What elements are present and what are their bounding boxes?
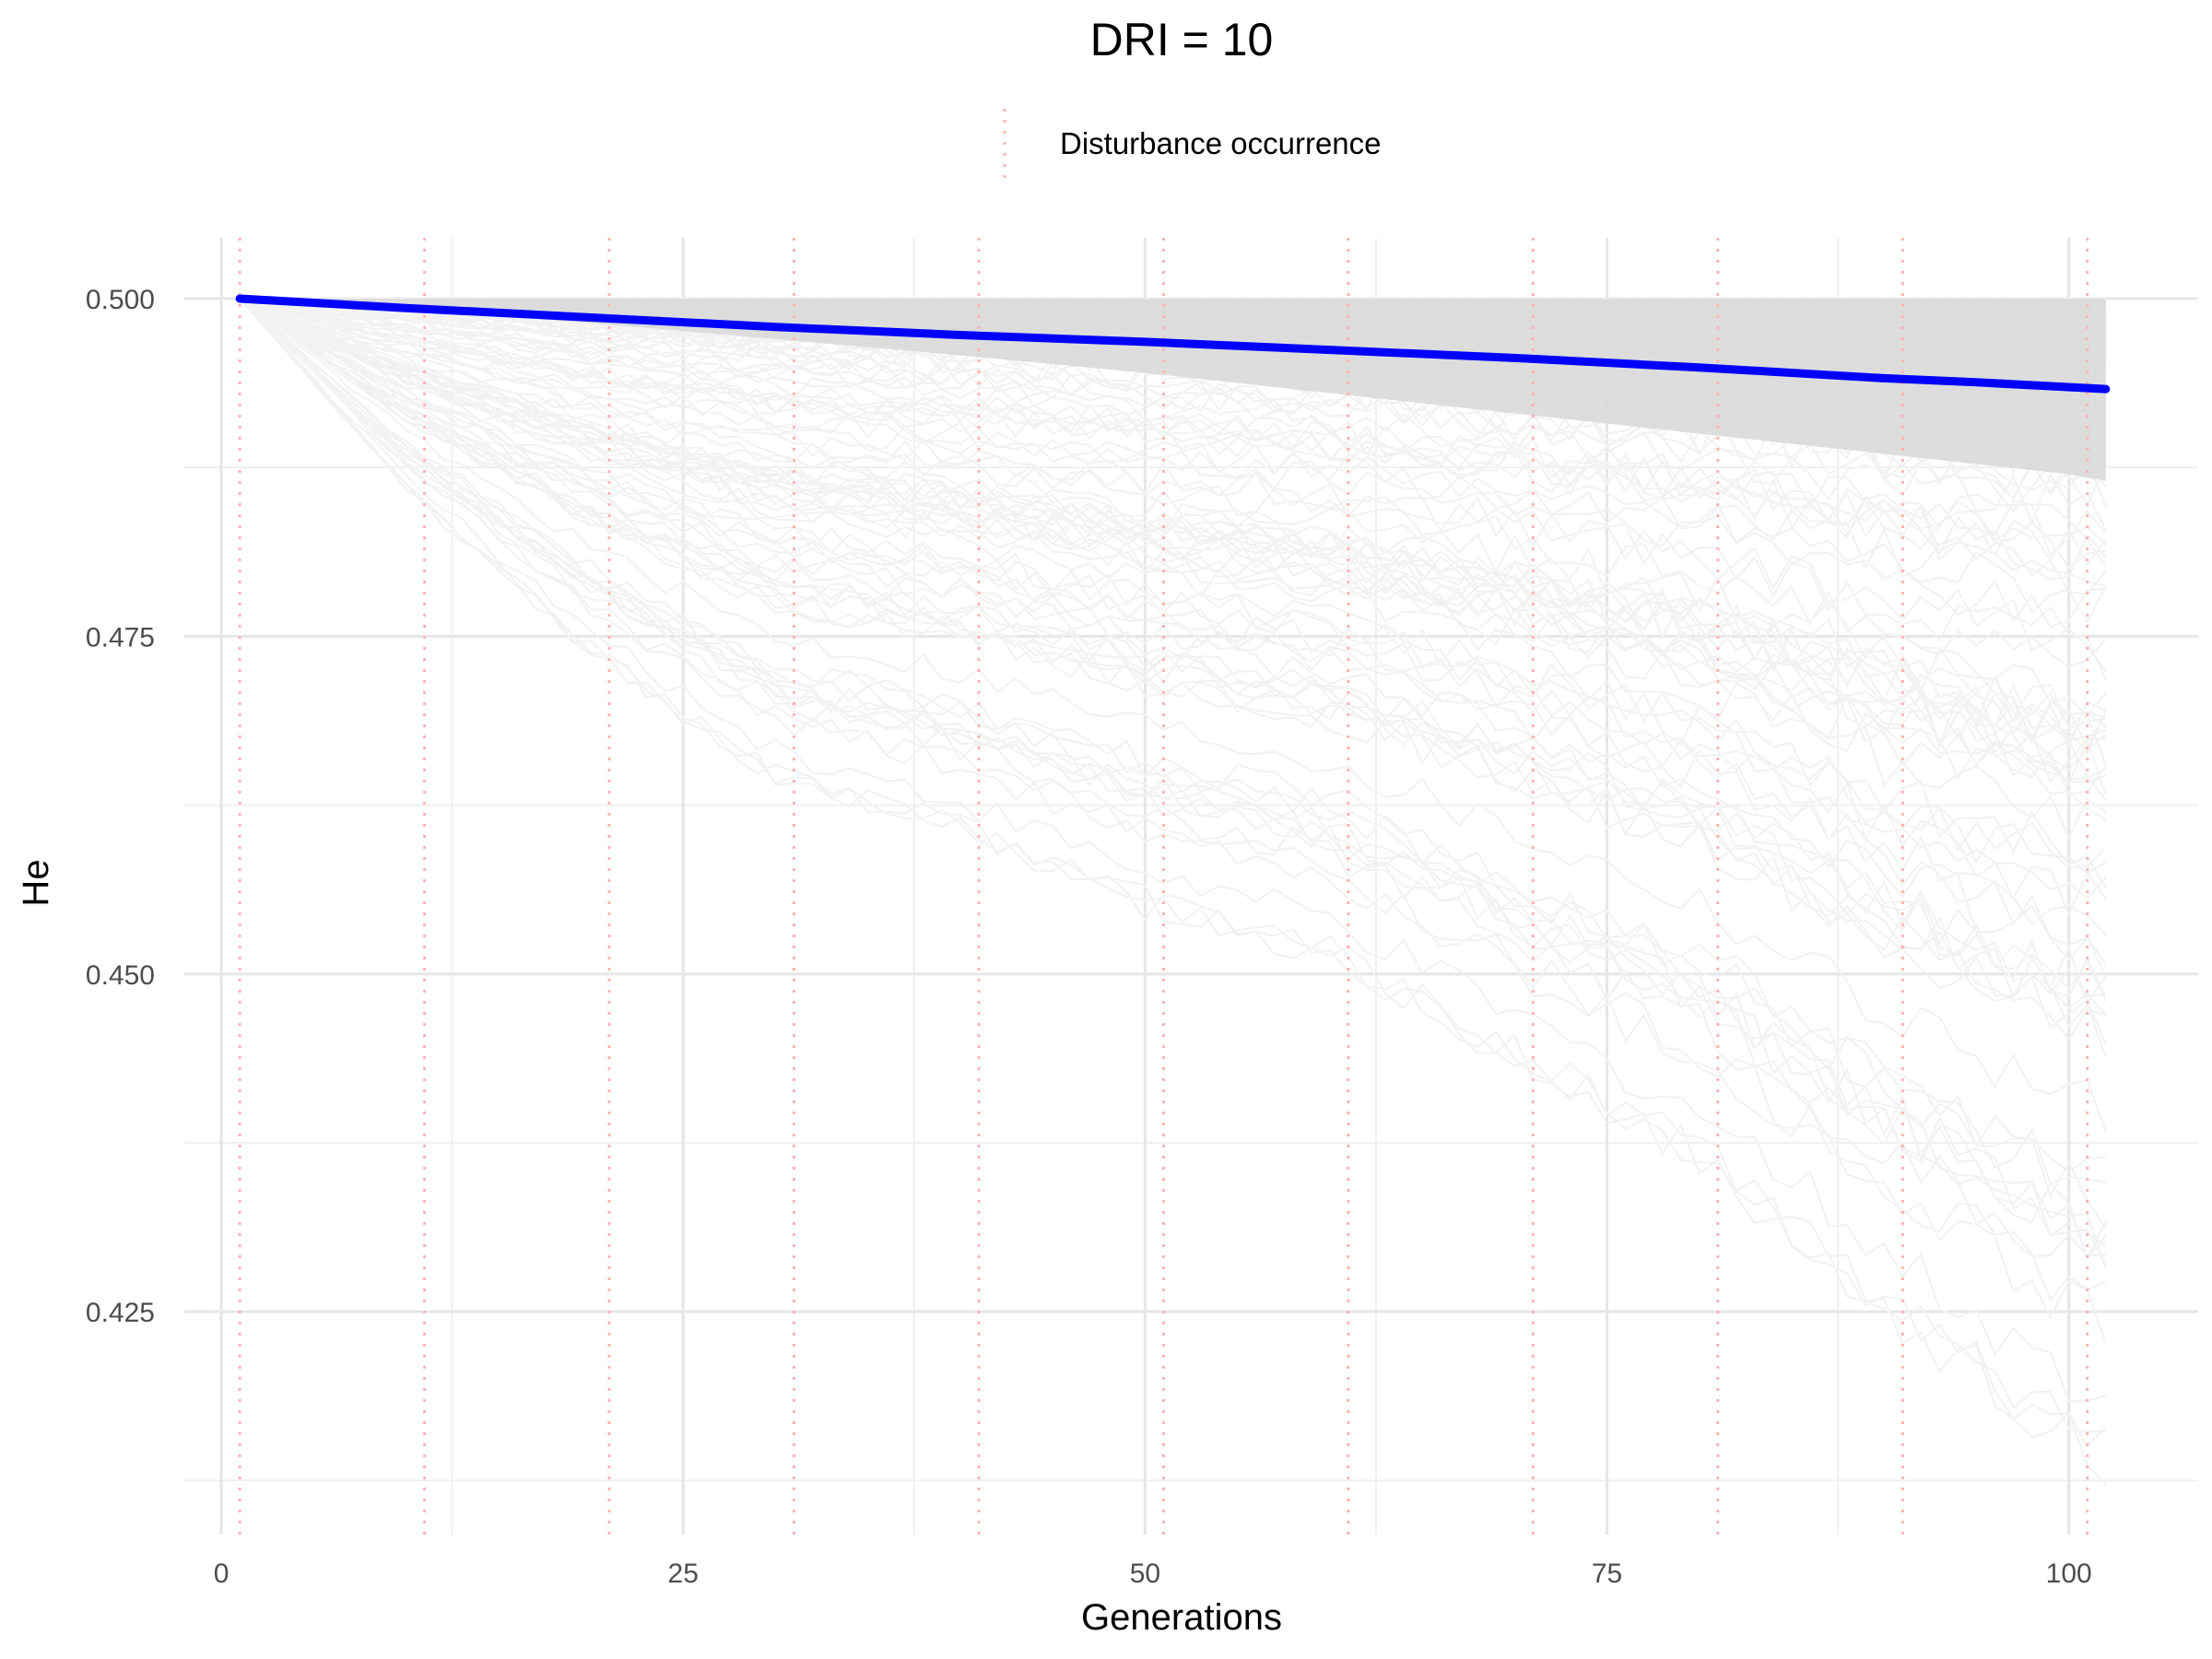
replicate-line xyxy=(239,298,2107,741)
x-tick-label: 50 xyxy=(1130,1559,1160,1589)
replicate-line xyxy=(239,298,2107,869)
replicate-line xyxy=(239,298,2107,491)
replicate-line xyxy=(239,298,2106,1185)
replicate-line xyxy=(239,298,2107,668)
replicate-line xyxy=(239,298,2107,965)
replicate-line xyxy=(239,298,2107,1269)
replicate-line xyxy=(239,298,2107,1058)
replicate-line xyxy=(239,298,2107,1448)
replicate-line xyxy=(239,298,2107,581)
replicate-line xyxy=(239,298,2107,1248)
y-axis-title: He xyxy=(16,859,56,906)
replicate-line xyxy=(239,298,2107,1344)
replicate-line xyxy=(239,298,2107,1002)
replicate-line xyxy=(239,298,2107,917)
replicate-line xyxy=(239,298,2107,1132)
x-axis-tick-labels: 0 25 50 75 100 xyxy=(214,1559,2092,1589)
replicate-line xyxy=(239,298,2106,1173)
replicate-line xyxy=(239,298,2106,629)
replicate-line xyxy=(239,298,2107,795)
replicate-line xyxy=(239,298,2107,1267)
replicate-line xyxy=(239,298,2107,998)
replicate-line xyxy=(239,298,2107,557)
replicate-band xyxy=(240,298,2106,481)
y-tick-label: 0.450 xyxy=(86,960,155,991)
grid-minor xyxy=(184,238,2198,1535)
replicate-line xyxy=(239,298,2107,595)
replicate-line xyxy=(239,298,2107,1403)
replicate-line xyxy=(239,298,2107,531)
replicate-line xyxy=(239,298,2107,1260)
y-tick-label: 0.500 xyxy=(86,285,155,315)
chart-title: DRI = 10 xyxy=(1090,14,1274,65)
x-tick-label: 100 xyxy=(2046,1559,2092,1589)
replicate-line xyxy=(239,298,2107,781)
x-tick-label: 75 xyxy=(1592,1559,1622,1589)
replicate-line xyxy=(239,298,2107,1301)
replicate-line xyxy=(239,298,2107,749)
y-tick-label: 0.475 xyxy=(86,622,155,653)
replicate-lines xyxy=(239,296,2107,1485)
replicate-line xyxy=(239,298,2107,673)
replicate-line xyxy=(239,298,2107,546)
x-tick-label: 0 xyxy=(214,1559,229,1589)
y-axis-tick-labels: 0.425 0.450 0.475 0.500 xyxy=(86,285,155,1328)
plot-panel xyxy=(184,238,2198,1535)
legend-label-disturbance: Disturbance occurrence xyxy=(1060,126,1382,160)
x-axis-title: Generations xyxy=(1081,1597,1282,1638)
mean-he-line xyxy=(235,294,2111,394)
replicate-line xyxy=(239,298,2107,625)
replicate-line xyxy=(239,298,2107,936)
replicate-line xyxy=(239,298,2106,570)
replicate-line xyxy=(239,298,2106,1433)
legend: Disturbance occurrence xyxy=(1003,109,1382,179)
x-tick-label: 25 xyxy=(668,1559,699,1589)
replicate-line xyxy=(239,298,2107,766)
replicate-line xyxy=(239,298,2107,900)
replicate-line xyxy=(239,298,2107,568)
y-tick-label: 0.425 xyxy=(86,1298,155,1328)
replicate-line xyxy=(239,298,2107,795)
